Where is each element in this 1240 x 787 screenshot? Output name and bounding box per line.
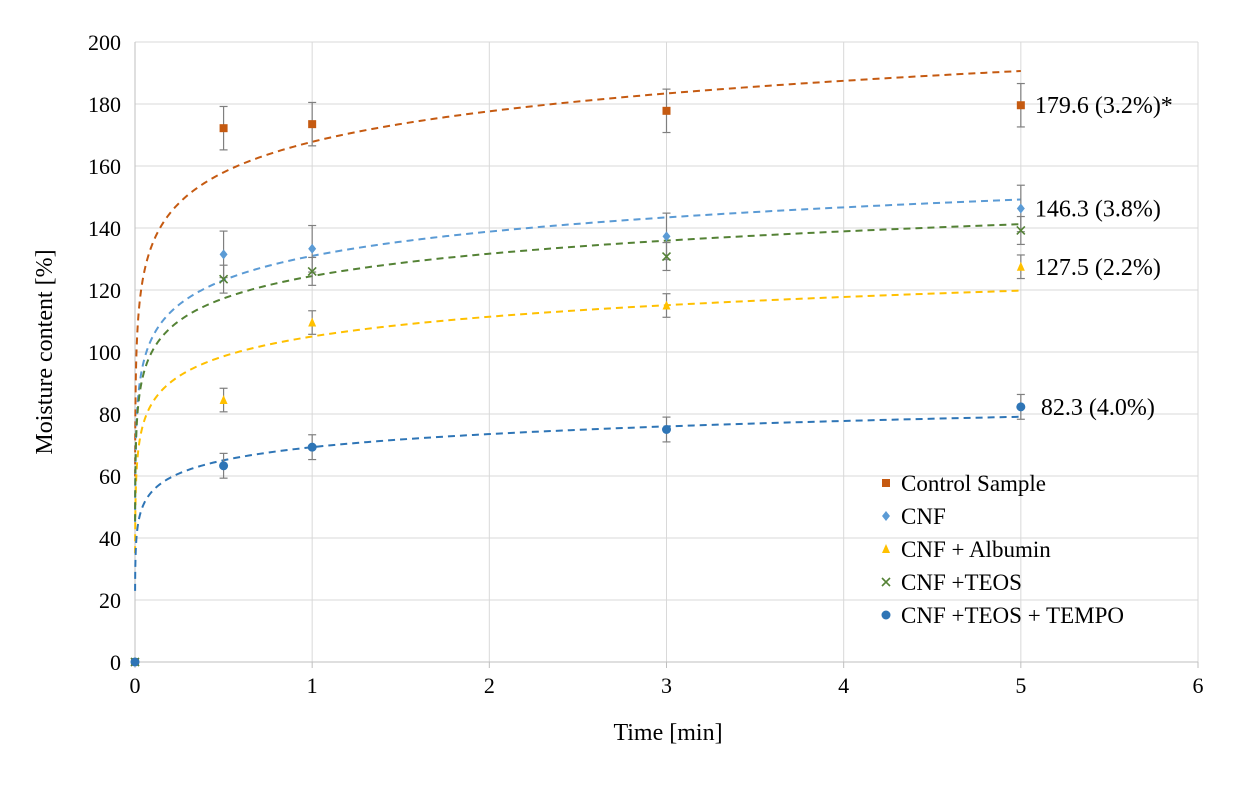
y-tick-label: 140 [88,216,121,241]
y-tick-label: 120 [88,278,121,303]
legend-marker-cnf [882,511,890,521]
x-tick-label: 1 [307,673,318,698]
y-tick-label: 80 [99,402,121,427]
axes: 0 20 40 60 80 100 120 140 160 180 200 0 1 2 3 4 5 6 [88,30,1204,698]
y-tick-label: 100 [88,340,121,365]
legend-label: CNF +TEOS + TEMPO [901,603,1124,628]
point-cnf [219,249,228,260]
x-tick-label: 2 [484,673,495,698]
point-cnf-teos [307,266,317,276]
point-cnf-teos [661,251,672,262]
point-cnf-albumin [1016,261,1025,271]
y-tick-label: 40 [99,526,121,551]
y-tick-label: 180 [88,92,121,117]
legend-label: CNF [901,504,946,529]
point-cnf-albumin [308,317,317,327]
y-axis-title: Moisture content [%] [32,249,58,454]
y-tick-label: 20 [99,588,121,613]
point-control-sample [219,124,228,133]
legend-marker-control-sample [882,479,890,487]
x-tick-label: 4 [838,673,849,698]
point-cnf [1016,203,1025,214]
legend-label: CNF +TEOS [901,570,1022,595]
data-points [130,101,1026,667]
legend-label: Control Sample [901,471,1046,496]
point-control-sample [308,120,317,129]
point-cnf-teos-tempo [1016,402,1026,412]
point-cnf [662,231,671,242]
point-cnf-teos [219,274,229,284]
point-cnf-albumin [219,395,228,405]
point-cnf-teos-tempo [219,461,229,471]
point-cnf [308,243,317,254]
x-tick-label: 3 [661,673,672,698]
legend-label: CNF + Albumin [901,537,1051,562]
x-tick-label: 0 [130,673,141,698]
value-annotation: 179.6 (3.2%)* [1035,93,1173,119]
y-tick-label: 160 [88,154,121,179]
point-cnf-albumin [662,300,671,310]
x-tick-label: 6 [1193,673,1204,698]
y-tick-label: 60 [99,464,121,489]
trendline-cnf-teos-tempo [134,415,1021,591]
trendline-cnf-teos [134,223,1021,522]
gridlines [135,41,1199,662]
x-axis-title: Time [min] [613,720,722,746]
trendline-cnf-albumin [134,289,1021,554]
point-cnf-teos-tempo [662,425,671,434]
trendlines [134,69,1021,591]
value-annotation: 127.5 (2.2%) [1035,255,1161,281]
point-control-sample [662,106,671,115]
legend-marker-cnf-albumin [882,544,890,553]
value-annotation: 82.3 (4.0%) [1041,395,1155,421]
point-control-sample [1016,101,1025,110]
legend-marker-cnf-teos [881,577,891,587]
point-cnf-teos [1016,225,1026,236]
point-cnf-teos-tempo [130,657,140,667]
value-annotations: 179.6 (3.2%)* 146.3 (3.8%) 127.5 (2.2%) 82.… [1035,93,1173,421]
value-annotation: 146.3 (3.8%) [1035,196,1161,222]
legend-marker-cnf-teos-tempo [881,610,891,620]
x-tick-label: 5 [1015,673,1026,698]
trendline-cnf [134,198,1021,523]
y-tick-label: 200 [88,30,121,55]
trendline-control-sample [134,69,1021,477]
y-tick-label: 0 [110,650,121,675]
point-cnf-teos-tempo [307,442,317,452]
legend: Control Sample CNF CNF + Albumin CNF +TEOS C… [881,471,1124,628]
